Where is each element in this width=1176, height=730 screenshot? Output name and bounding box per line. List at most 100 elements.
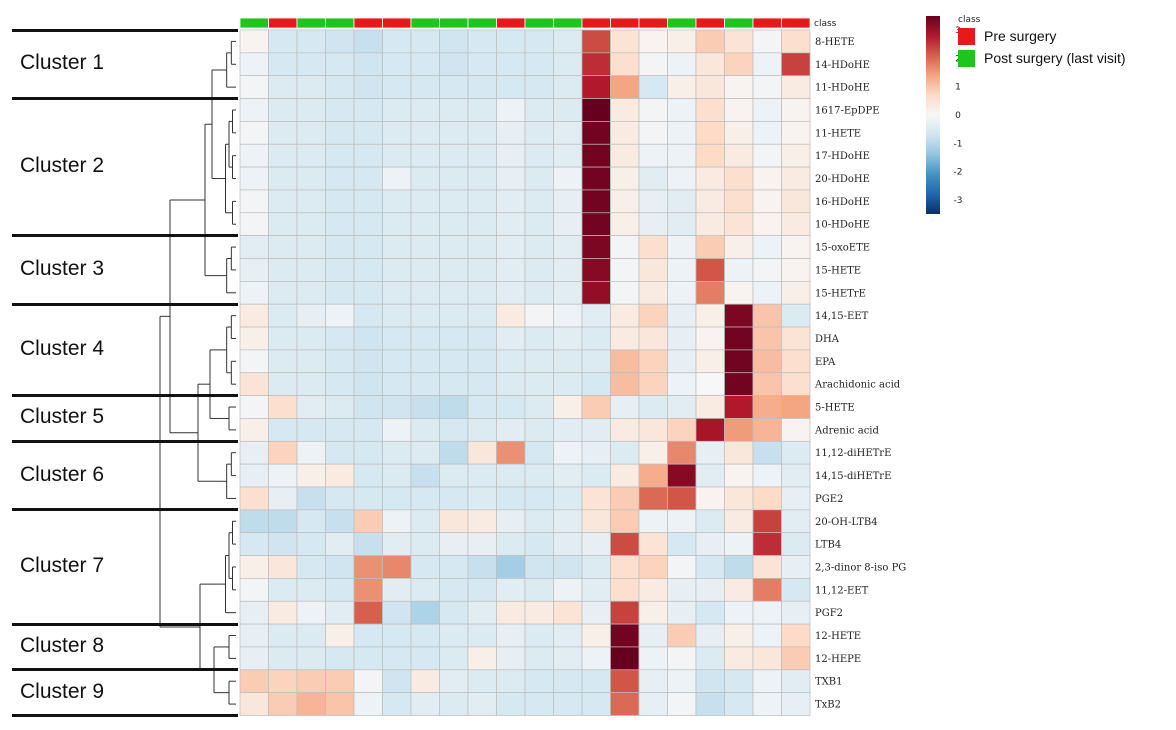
heatmap-cell xyxy=(382,349,412,374)
heatmap-cell xyxy=(382,509,412,534)
heatmap-cell xyxy=(325,532,355,556)
heatmap-cell xyxy=(325,418,355,442)
heatmap-cell xyxy=(610,440,640,465)
heatmap-cell xyxy=(296,418,326,442)
heatmap-cell xyxy=(638,486,668,511)
heatmap-cell xyxy=(353,578,383,602)
class-bar-cell xyxy=(524,17,554,29)
heatmap-cell xyxy=(325,509,355,534)
heatmap-cell xyxy=(524,463,554,488)
class-bar-cell xyxy=(410,17,440,29)
heatmap-cell xyxy=(268,121,298,145)
heatmap-cell xyxy=(296,303,326,328)
heatmap-cell xyxy=(638,623,668,648)
heatmap-cell xyxy=(296,692,326,716)
heatmap-cell xyxy=(268,143,298,168)
row-label: 17-HDoHE xyxy=(815,151,870,162)
heatmap-cell xyxy=(752,98,782,122)
heatmap-cell xyxy=(353,555,383,579)
heatmap-cell xyxy=(610,463,640,488)
heatmap-cell xyxy=(667,532,697,556)
heatmap-cell xyxy=(695,372,725,396)
heatmap-cell xyxy=(496,509,526,534)
heatmap-cell xyxy=(553,189,583,214)
heatmap-cell xyxy=(638,600,668,625)
color-scale-tick: -1 xyxy=(954,139,963,149)
heatmap-cell xyxy=(382,532,412,556)
heatmap-cell xyxy=(353,52,383,77)
row-label: 14-HDoHE xyxy=(815,60,870,71)
heatmap-cell xyxy=(610,600,640,625)
class-bar-cell xyxy=(553,17,583,29)
heatmap-cell xyxy=(268,555,298,579)
heatmap-cell xyxy=(553,349,583,374)
heatmap-cell xyxy=(695,463,725,488)
heatmap-cell xyxy=(467,372,497,396)
heatmap-cell xyxy=(724,235,754,259)
heatmap-cell xyxy=(496,463,526,488)
heatmap-cell xyxy=(325,623,355,648)
class-legend-swatch xyxy=(958,28,975,45)
heatmap-cell xyxy=(524,623,554,648)
heatmap-cell xyxy=(524,189,554,214)
heatmap-cell xyxy=(752,281,782,305)
heatmap-cell xyxy=(752,235,782,259)
heatmap-cell xyxy=(553,235,583,259)
heatmap-cell xyxy=(610,669,640,693)
heatmap-cell xyxy=(724,509,754,534)
heatmap-cell xyxy=(410,532,440,556)
heatmap-cell xyxy=(353,486,383,511)
cluster-label: Cluster 7 xyxy=(20,553,105,577)
class-bar-cell xyxy=(752,17,782,29)
heatmap-cell xyxy=(638,75,668,99)
heatmap-cell xyxy=(353,98,383,122)
cluster-label: Cluster 1 xyxy=(20,51,105,75)
heatmap-cell xyxy=(553,281,583,305)
heatmap-cell xyxy=(296,509,326,534)
heatmap-cell xyxy=(695,555,725,579)
class-bar-cell xyxy=(781,17,811,29)
heatmap-cell xyxy=(695,212,725,237)
heatmap-cell xyxy=(610,258,640,282)
heatmap-cell xyxy=(553,532,583,556)
heatmap-cell xyxy=(439,303,469,328)
heatmap-cell xyxy=(553,29,583,54)
row-label: Adrenic acid xyxy=(814,425,880,436)
heatmap-cell xyxy=(496,143,526,168)
class-bar-cell xyxy=(325,17,355,29)
heatmap-cell xyxy=(638,189,668,214)
heatmap-cell xyxy=(268,75,298,99)
heatmap-cell xyxy=(410,509,440,534)
heatmap-cell xyxy=(638,166,668,191)
heatmap-cell xyxy=(496,166,526,191)
heatmap-cell xyxy=(752,372,782,396)
heatmap-cell xyxy=(325,75,355,99)
heatmap-cell xyxy=(239,303,269,328)
heatmap-cell xyxy=(781,75,811,99)
heatmap-cell xyxy=(239,646,269,671)
heatmap-cell xyxy=(638,212,668,237)
class-bar-cell xyxy=(667,17,697,29)
heatmap-cell xyxy=(581,463,611,488)
heatmap-cell xyxy=(239,418,269,442)
heatmap-cell xyxy=(439,600,469,625)
heatmap-cell xyxy=(752,212,782,237)
heatmap-cell xyxy=(268,578,298,602)
heatmap-cell xyxy=(439,52,469,77)
heatmap-cell xyxy=(467,166,497,191)
heatmap-cell xyxy=(382,303,412,328)
heatmap-cell xyxy=(752,166,782,191)
heatmap-cell xyxy=(268,166,298,191)
heatmap-cell xyxy=(724,555,754,579)
heatmap-cell xyxy=(410,440,440,465)
heatmap-cell xyxy=(610,372,640,396)
heatmap-cell xyxy=(553,395,583,419)
heatmap-cell xyxy=(638,52,668,77)
heatmap-cell xyxy=(439,143,469,168)
heatmap-cell xyxy=(353,326,383,351)
heatmap-cell xyxy=(638,463,668,488)
cluster-label: Cluster 4 xyxy=(20,336,105,360)
heatmap-cell xyxy=(325,281,355,305)
heatmap-cell xyxy=(752,52,782,77)
heatmap-cell xyxy=(781,143,811,168)
